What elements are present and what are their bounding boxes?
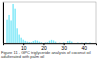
- bar: [35, 40, 36, 43]
- x-tick-label: 10: [21, 45, 27, 51]
- bars: [6, 4, 90, 43]
- bar: [18, 35, 19, 44]
- bar: [10, 20, 11, 43]
- x-tick: 30: [61, 43, 67, 51]
- y-axis-line: [3, 3, 4, 44]
- bar: [51, 40, 52, 43]
- caption: Figure 11 - GPC triglyceride analysis of…: [1, 50, 91, 59]
- x-axis: 10 20 30 40: [4, 43, 97, 51]
- bar: [69, 41, 70, 44]
- bar: [37, 41, 38, 44]
- bar: [8, 15, 9, 43]
- bar: [49, 41, 50, 44]
- x-tick: 10: [21, 43, 27, 51]
- bar: [23, 40, 24, 44]
- bar: [20, 38, 21, 43]
- frame: [3, 2, 96, 43]
- bar: [14, 9, 15, 44]
- bar: [53, 40, 54, 43]
- bar: [6, 20, 7, 44]
- y-axis: [3, 3, 4, 44]
- bar: [33, 41, 34, 43]
- bar: [67, 41, 68, 43]
- bar: [12, 4, 13, 43]
- plot: 10 20 30 40: [3, 2, 97, 51]
- x-tick-label: 40: [82, 45, 88, 51]
- x-tick-label: 20: [41, 45, 47, 51]
- chart: Figure 11 - GPC triglyceride analysis of…: [0, 0, 100, 60]
- x-tick: 20: [41, 43, 47, 51]
- x-tick: 40: [82, 43, 88, 51]
- x-tick-label: 30: [61, 45, 67, 51]
- bar: [16, 28, 17, 43]
- bar: [25, 41, 26, 43]
